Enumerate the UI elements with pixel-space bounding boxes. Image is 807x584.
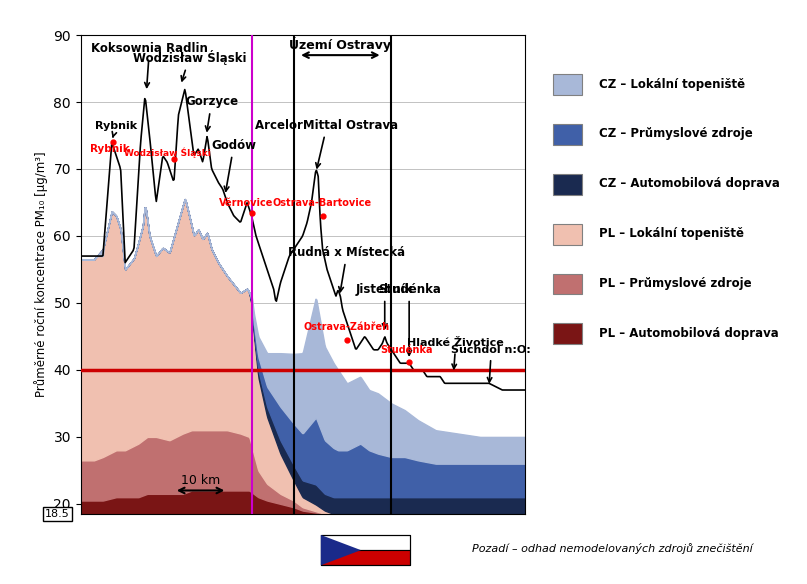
Text: Rybnik: Rybnik xyxy=(95,121,137,137)
Y-axis label: Průměrné roční koncentrace PM₁₀ [μg/m³]: Průměrné roční koncentrace PM₁₀ [μg/m³] xyxy=(34,152,48,397)
Text: Území Ostravy: Území Ostravy xyxy=(290,37,391,52)
Bar xyxy=(320,535,410,565)
FancyBboxPatch shape xyxy=(553,75,582,95)
Text: Pozadí – odhad nemodelovaných zdrojů znečištění: Pozadí – odhad nemodelovaných zdrojů zne… xyxy=(472,544,753,554)
Text: ArcelorMittal Ostrava: ArcelorMittal Ostrava xyxy=(256,119,399,168)
Text: Věrnovice: Věrnovice xyxy=(219,198,274,208)
Text: Ostrava-Zábřeh: Ostrava-Zábřeh xyxy=(303,322,389,332)
Text: PL – Automobilová doprava: PL – Automobilová doprava xyxy=(599,326,779,339)
Text: Rudná x Místecká: Rudná x Místecká xyxy=(288,246,406,291)
Bar xyxy=(320,550,410,565)
Text: Suchdol n:O:: Suchdol n:O: xyxy=(451,345,531,382)
Text: Hladké Životice: Hladké Životice xyxy=(408,339,504,369)
Text: Gorzyce: Gorzyce xyxy=(185,95,238,131)
Text: CZ – Automobilová doprava: CZ – Automobilová doprava xyxy=(599,177,780,190)
Text: CZ – Lokální topeniště: CZ – Lokální topeniště xyxy=(599,78,745,91)
Text: Wodzisław Śląski: Wodzisław Śląski xyxy=(123,147,211,158)
FancyBboxPatch shape xyxy=(553,124,582,145)
Bar xyxy=(320,535,410,550)
Polygon shape xyxy=(320,535,361,565)
Text: PL – Prŭmyslové zdroje: PL – Prŭmyslové zdroje xyxy=(599,277,751,290)
Text: Wodzisław Śląski: Wodzisław Śląski xyxy=(132,50,246,81)
Text: Koksownia Radlin: Koksownia Radlin xyxy=(91,42,208,88)
Text: Rybnik: Rybnik xyxy=(90,144,129,154)
FancyBboxPatch shape xyxy=(553,174,582,195)
Text: Godów: Godów xyxy=(211,139,257,191)
Text: Jistebník: Jistebník xyxy=(356,283,413,328)
FancyBboxPatch shape xyxy=(553,273,582,294)
FancyBboxPatch shape xyxy=(553,324,582,345)
Text: PL – Lokální topeniště: PL – Lokální topeniště xyxy=(599,227,744,240)
FancyBboxPatch shape xyxy=(553,224,582,245)
Text: CZ – Prŭmyslové zdroje: CZ – Prŭmyslové zdroje xyxy=(599,127,753,140)
Text: 18.5: 18.5 xyxy=(45,509,69,519)
Text: Ostrava-Bartovice: Ostrava-Bartovice xyxy=(272,198,371,208)
Text: Studénka: Studénka xyxy=(381,345,433,355)
Text: Studénka: Studénka xyxy=(378,283,441,355)
Text: 10 km: 10 km xyxy=(181,474,220,487)
